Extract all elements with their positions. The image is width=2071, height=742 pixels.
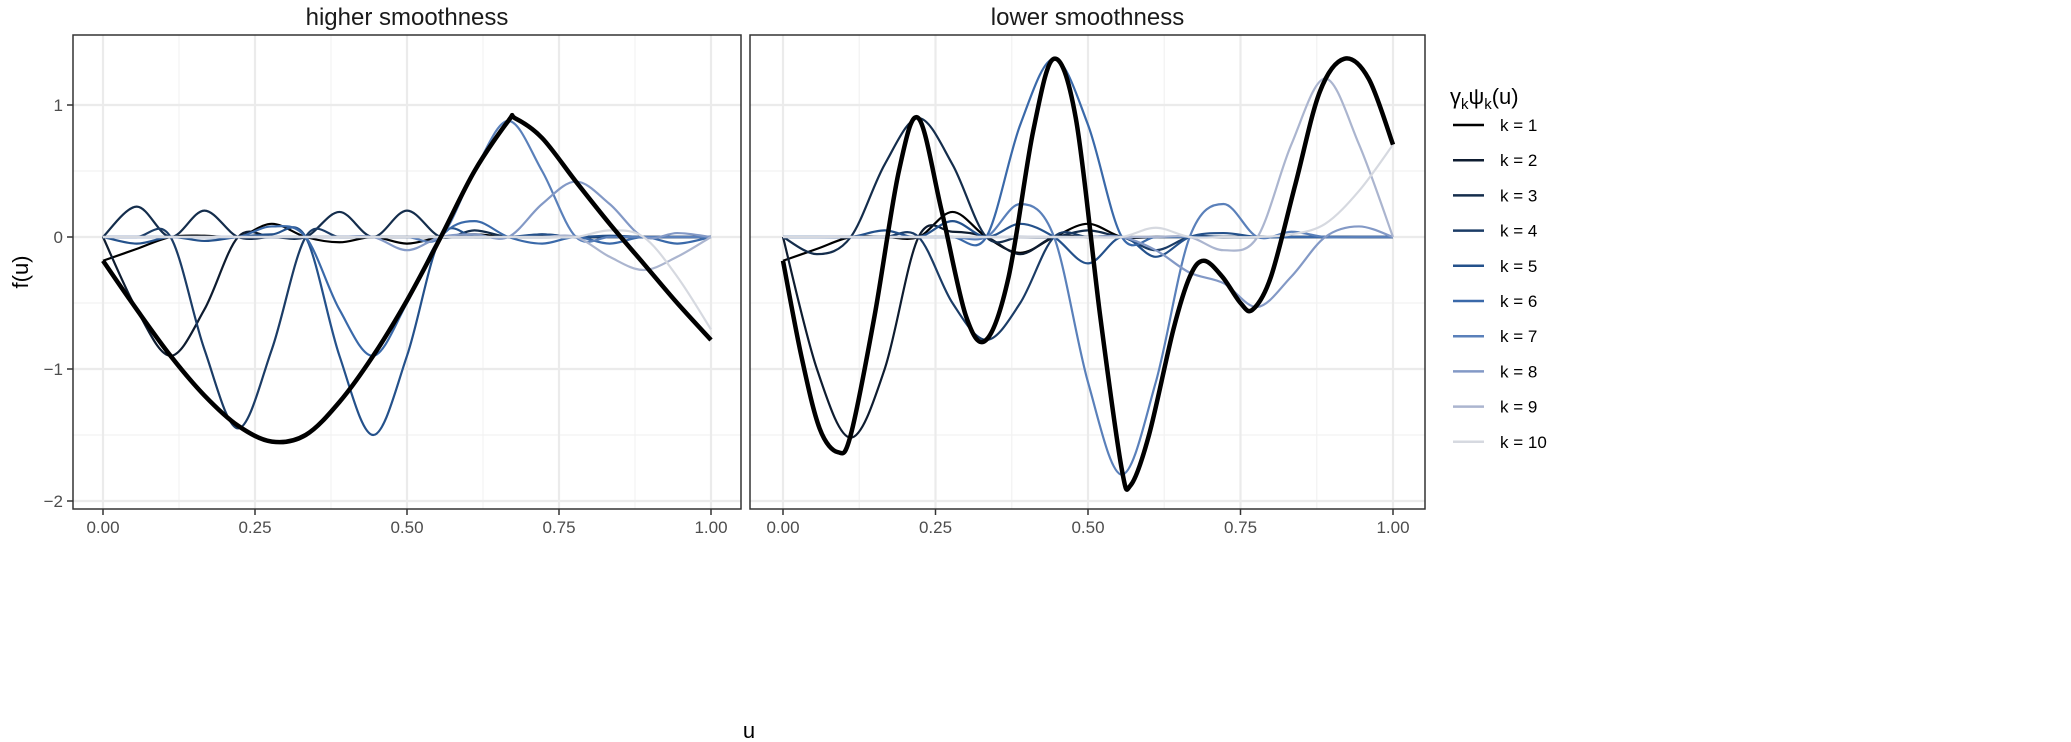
x-tick-label: 1.00 (694, 518, 727, 537)
legend-label: k = 10 (1500, 433, 1547, 452)
panel-1: higher smoothness 0.00 0.25 0.50 0.75 1.00 1 0 −… (44, 4, 742, 537)
legend-label: k = 1 (1500, 116, 1537, 135)
legend-item-k5: k = 5 (1453, 257, 1537, 276)
x-tick-label: 0.00 (766, 518, 799, 537)
legend-item-k6: k = 6 (1453, 292, 1537, 311)
x-tick-label: 0.75 (542, 518, 575, 537)
series-line-k10 (783, 143, 1394, 239)
legend-title: γkψk(u) (1450, 84, 1519, 113)
legend-label: k = 5 (1500, 257, 1537, 276)
panel-title: lower smoothness (991, 4, 1184, 31)
f-line (101, 112, 713, 445)
legend-item-k4: k = 4 (1453, 222, 1537, 241)
legend-label: k = 7 (1500, 327, 1537, 346)
x-tick-label: 0.25 (919, 518, 952, 537)
y-tick-label: 1 (54, 96, 63, 115)
legend: γkψk(u) k = 1 k = 2 k = 3 k = 4 k = 5 k = 6 k … (1450, 84, 1547, 452)
legend-item-k2: k = 2 (1453, 151, 1537, 170)
legend-item-k8: k = 8 (1453, 362, 1537, 381)
legend-item-k9: k = 9 (1453, 398, 1537, 417)
panel-title: higher smoothness (306, 4, 509, 31)
f-line (780, 56, 1396, 492)
legend-label: k = 2 (1500, 151, 1537, 170)
legend-label: k = 3 (1500, 186, 1537, 205)
legend-item-k7: k = 7 (1453, 327, 1537, 346)
x-tick-label: 0.50 (390, 518, 423, 537)
x-tick-label: 0.75 (1224, 518, 1257, 537)
legend-item-k10: k = 10 (1453, 433, 1547, 452)
x-tick-label: 0.25 (238, 518, 271, 537)
y-axis-label: f(u) (8, 256, 33, 289)
x-axis-label: u (743, 718, 755, 742)
x-tick-label: 0.50 (1071, 518, 1104, 537)
series-line-k5 (102, 226, 711, 437)
y-tick-label: −1 (44, 360, 63, 379)
x-tick-label: 1.00 (1376, 518, 1409, 537)
panel-2: lower smoothness 0.00 0.25 0.50 0.75 1.00 (749, 4, 1426, 537)
legend-label: k = 8 (1500, 362, 1537, 381)
legend-item-k1: k = 1 (1453, 116, 1537, 135)
x-tick-label: 0.00 (86, 518, 119, 537)
legend-item-k3: k = 3 (1453, 186, 1537, 205)
legend-label: k = 4 (1500, 222, 1537, 241)
legend-label: k = 6 (1500, 292, 1537, 311)
legend-label: k = 9 (1500, 398, 1537, 417)
y-tick-label: 0 (54, 228, 63, 247)
y-tick-label: −2 (44, 492, 63, 511)
series-line-k10 (103, 229, 712, 330)
